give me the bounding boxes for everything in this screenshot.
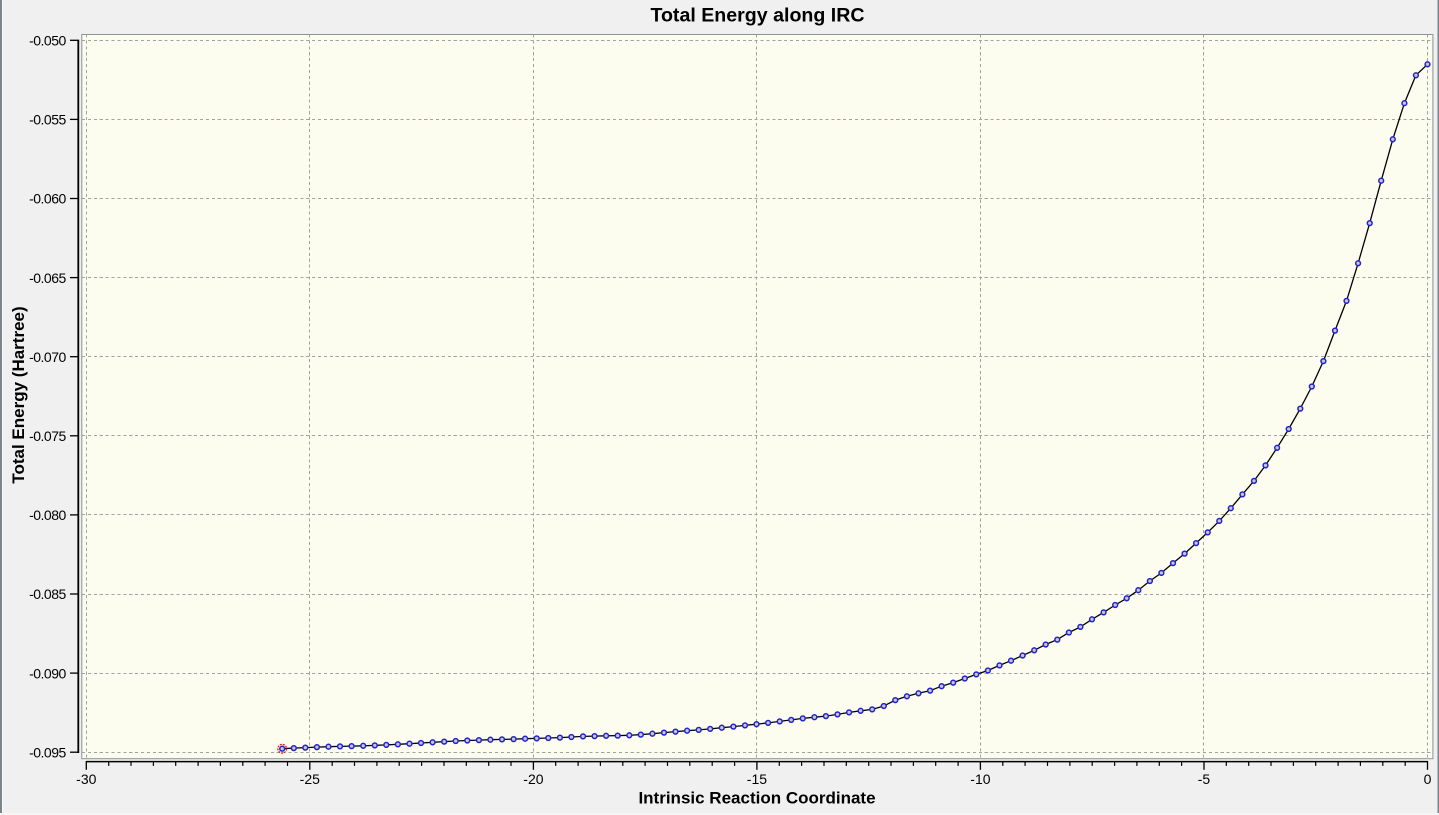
svg-text:Total Energy (Hartree): Total Energy (Hartree) xyxy=(9,306,28,483)
svg-text:-0.085: -0.085 xyxy=(29,586,66,602)
svg-text:-0.090: -0.090 xyxy=(29,665,66,681)
svg-text:-0.060: -0.060 xyxy=(29,191,66,207)
svg-text:-0.080: -0.080 xyxy=(29,507,66,523)
svg-text:0: 0 xyxy=(1424,771,1432,787)
svg-text:-0.095: -0.095 xyxy=(29,744,66,760)
svg-text:-0.050: -0.050 xyxy=(29,33,66,49)
svg-text:-10: -10 xyxy=(970,771,990,787)
svg-text:-0.055: -0.055 xyxy=(29,112,66,128)
svg-text:-30: -30 xyxy=(76,771,96,787)
svg-text:-0.065: -0.065 xyxy=(29,270,66,286)
svg-text:-25: -25 xyxy=(300,771,320,787)
svg-text:-0.075: -0.075 xyxy=(29,428,66,444)
svg-text:Total Energy along IRC: Total Energy along IRC xyxy=(650,4,864,26)
svg-text:-15: -15 xyxy=(747,771,767,787)
svg-text:-20: -20 xyxy=(523,771,543,787)
svg-text:-5: -5 xyxy=(1198,771,1211,787)
svg-text:-0.070: -0.070 xyxy=(29,349,66,365)
svg-text:Intrinsic Reaction Coordinate: Intrinsic Reaction Coordinate xyxy=(638,788,875,807)
